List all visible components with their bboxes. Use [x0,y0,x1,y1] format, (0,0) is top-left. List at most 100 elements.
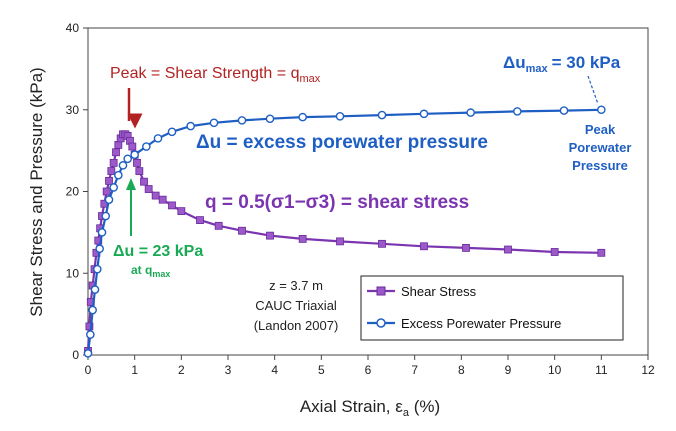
porewater-pressure-point [97,228,107,237]
shear-stress-point [151,191,160,200]
legend: Shear Stress Excess Porewater Pressure [360,275,624,341]
peak-annotation: Peak = Shear Strength = qmax [110,65,321,85]
shear-stress-point [144,185,153,193]
porewater-pressure-point [123,154,132,164]
shear-stress-point [114,141,123,149]
legend-shear-marker [376,286,386,296]
porewater-pressure-point [237,116,247,125]
peak-pwp-line1: Peak [585,122,616,137]
shear-stress-point [109,158,118,167]
shear-stress-point [550,248,559,256]
shear-stress-point [105,176,113,185]
porewater-pressure-point [209,118,219,128]
porewater-pressure-point [265,114,275,124]
shear-stress-point [133,158,141,167]
x-tick-label: 11 [595,363,608,377]
du-max-annotation: Δumax = 30 kPa [503,53,621,75]
porewater-pressure-point [104,195,114,204]
porewater-pressure-point [118,161,128,170]
porewater-pressure-point [419,109,429,119]
shear-stress-point [462,244,470,252]
x-tick-label: 10 [548,363,562,377]
porewater-pressure-point [88,305,97,315]
y-tick-label: 20 [66,185,80,199]
porewater-pressure-point [114,170,123,180]
porewater-pressure-point [377,110,387,120]
x-tick-label: 5 [318,363,325,377]
porewater-pressure-point [83,349,93,358]
y-tick-label: 40 [66,21,80,35]
porewater-pressure-point [93,264,102,274]
porewater-pressure-point [597,105,606,115]
x-tick-label: 12 [641,363,655,377]
x-axis-label-epsilon: ε [395,397,403,416]
porewater-pressure-point [298,112,307,122]
shear-stress-point [214,221,223,230]
shear-stress-point [168,201,176,210]
legend-pwp-marker [376,318,386,328]
shear-stress-point [140,177,148,186]
porewater-pressure-point [559,106,569,115]
porewater-pressure-point [153,134,163,143]
du-23-annotation: Δu = 23 kPa [113,243,203,260]
x-tick-label: 1 [131,363,138,377]
shear-stress-point [128,142,137,151]
porewater-pressure-point [513,107,522,116]
y-axis-ticks: 0 10 20 30 40 [66,21,88,362]
du-23-at-qmax: at qmax [131,263,170,279]
x-tick-label: 3 [225,363,232,377]
porewater-pressure-point [101,211,111,221]
porewater-pressure-point [335,111,345,121]
du-max-leader [587,75,599,105]
peak-pwp-line2: Porewater [569,140,632,155]
porewater-pressure-point [95,244,104,254]
x-tick-label: 9 [505,363,512,377]
y-tick-label: 10 [66,266,80,280]
shear-stress-point [266,231,274,240]
shear-stress-point [298,235,307,243]
shear-stress-point [336,237,344,246]
porewater-pressure-point [466,108,475,117]
x-axis-ticks: 0 1 2 3 4 5 6 7 8 9 10 11 12 [85,355,655,377]
shear-stress-point [158,195,167,204]
legend-pwp-label: Excess Porewater Pressure [401,316,561,331]
series-shear-stress [84,130,606,355]
shear-stress-point [196,216,204,225]
depth-label: z = 3.7 m [269,278,323,293]
shear-stress-point [238,226,246,235]
porewater-pressure-point [142,142,151,151]
q-definition: q = 0.5(σ1−σ3) = shear stress [205,192,469,213]
porewater-pressure-point [130,150,139,160]
shear-stress-point [504,245,512,254]
du-23-arrow-head [126,178,136,190]
shear-stress-point [112,148,120,157]
legend-shear-label: Shear Stress [401,284,477,299]
x-tick-label: 6 [365,363,372,377]
reference-label: (Landon 2007) [254,318,339,333]
x-tick-label: 7 [411,363,418,377]
shear-stress-point [135,167,144,175]
shear-stress-point [107,167,116,175]
y-tick-label: 0 [72,348,79,362]
legend-box [360,275,624,341]
porewater-pressure-point [186,121,195,131]
x-tick-label: 8 [458,363,465,377]
porewater-pressure-point [109,183,118,192]
porewater-pressure-point [90,285,100,294]
porewater-pressure-point [86,330,95,339]
x-tick-label: 0 [85,363,92,377]
peak-pwp-line3: Pressure [572,158,628,173]
shear-stress-point [378,239,386,248]
shear-stress-point [420,242,428,251]
shear-stress-point [102,187,111,196]
x-tick-label: 4 [271,363,278,377]
shear-stress-point [85,322,94,331]
x-tick-label: 2 [178,363,185,377]
shear-stress-point [177,207,186,216]
du-definition: Δu = excess porewater pressure [196,132,488,153]
x-axis-label: Axial Strain, εa (%) [300,397,440,419]
y-axis-label: Shear Stress and Pressure (kPa) [27,67,46,316]
series-excess-porewater-pressure [83,105,606,358]
y-tick-label: 30 [66,103,80,117]
